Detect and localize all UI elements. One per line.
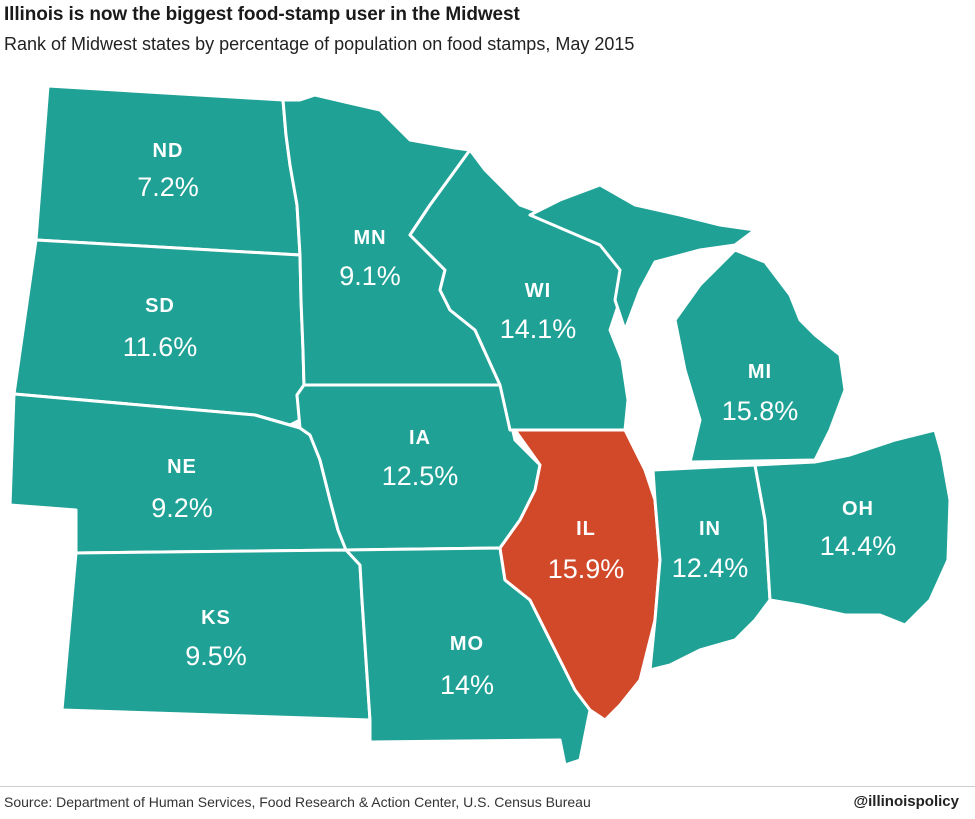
label-oh-abbr: OH	[842, 498, 874, 520]
label-ia-value: 12.5%	[382, 461, 459, 491]
state-oh	[753, 428, 952, 627]
label-mi-abbr: MI	[748, 361, 772, 383]
label-in-value: 12.4%	[672, 553, 749, 583]
state-mi-lower	[673, 248, 847, 464]
label-in-abbr: IN	[699, 518, 721, 540]
label-mo-value: 14%	[440, 670, 494, 700]
label-il-value: 15.9%	[548, 554, 625, 584]
brand-handle: @illinoispolicy	[853, 793, 959, 810]
label-mo-abbr: MO	[450, 633, 484, 655]
source-note: Source: Department of Human Services, Fo…	[4, 794, 591, 810]
state-ks	[60, 548, 372, 722]
label-mn-value: 9.1%	[339, 261, 401, 291]
chart-title: Illinois is now the biggest food-stamp u…	[4, 4, 520, 25]
label-il-abbr: IL	[576, 518, 596, 540]
label-wi-abbr: WI	[525, 280, 551, 302]
label-oh-value: 14.4%	[820, 531, 897, 561]
label-mi-value: 15.8%	[722, 396, 799, 426]
midwest-map: ND 7.2% SD 11.6% NE 9.2% KS 9.5% MN 9.1%…	[8, 84, 952, 767]
label-ks-abbr: KS	[201, 607, 231, 629]
chart-subtitle: Rank of Midwest states by percentage of …	[4, 34, 635, 54]
state-mi-upper	[528, 183, 757, 332]
label-ks-value: 9.5%	[185, 641, 247, 671]
label-ne-value: 9.2%	[151, 493, 213, 523]
footer-divider	[0, 786, 975, 787]
label-nd-abbr: ND	[153, 140, 184, 162]
label-wi-value: 14.1%	[500, 314, 577, 344]
label-ia-abbr: IA	[409, 427, 431, 449]
label-nd-value: 7.2%	[137, 172, 199, 202]
label-sd-abbr: SD	[145, 295, 175, 317]
state-nd	[34, 84, 302, 257]
label-mn-abbr: MN	[353, 227, 386, 249]
label-ne-abbr: NE	[167, 456, 197, 478]
label-sd-value: 11.6%	[123, 332, 198, 362]
